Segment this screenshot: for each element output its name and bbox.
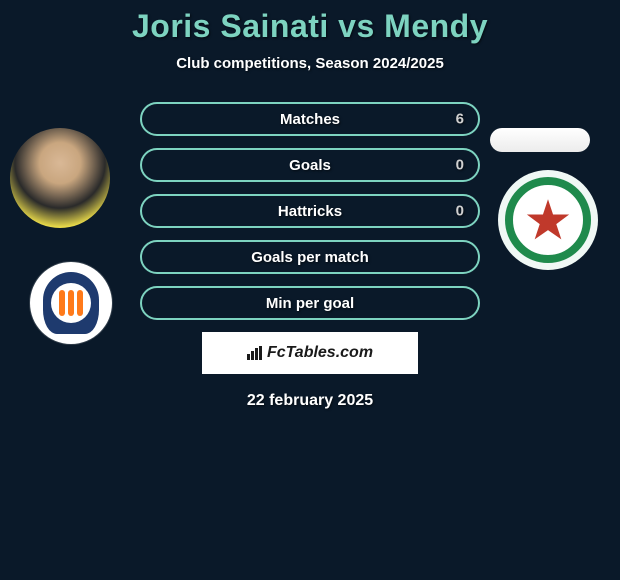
stat-value-right: 0: [456, 203, 464, 220]
stat-label: Hattricks: [278, 203, 342, 220]
stat-label: Min per goal: [266, 295, 354, 312]
star-icon: [525, 197, 571, 243]
stat-row-hattricks: Hattricks 0: [140, 194, 480, 228]
stat-label: Goals: [289, 157, 331, 174]
snapshot-date: 22 february 2025: [0, 392, 620, 410]
stat-value-right: 6: [456, 111, 464, 128]
source-logo-text: FcTables.com: [267, 344, 373, 362]
page-title: Joris Sainati vs Mendy: [0, 8, 620, 45]
stat-row-goals: Goals 0: [140, 148, 480, 182]
stats-list: Matches 6 Goals 0 Hattricks 0 Goals per …: [140, 102, 480, 320]
bar-chart-icon: [247, 346, 263, 360]
club-crest-icon: [43, 272, 99, 334]
season-subtitle: Club competitions, Season 2024/2025: [0, 55, 620, 72]
stat-label: Goals per match: [251, 249, 369, 266]
team-badge-right: [498, 170, 598, 270]
source-logo: FcTables.com: [202, 332, 418, 374]
red-star-badge-icon: [505, 177, 591, 263]
stat-row-matches: Matches 6: [140, 102, 480, 136]
team-badge-left: [30, 262, 112, 344]
stat-row-min-per-goal: Min per goal: [140, 286, 480, 320]
stat-label: Matches: [280, 111, 340, 128]
stat-row-goals-per-match: Goals per match: [140, 240, 480, 274]
stat-value-right: 0: [456, 157, 464, 174]
player-avatar-right-placeholder: [490, 128, 590, 152]
player-avatar-left: [10, 128, 110, 228]
